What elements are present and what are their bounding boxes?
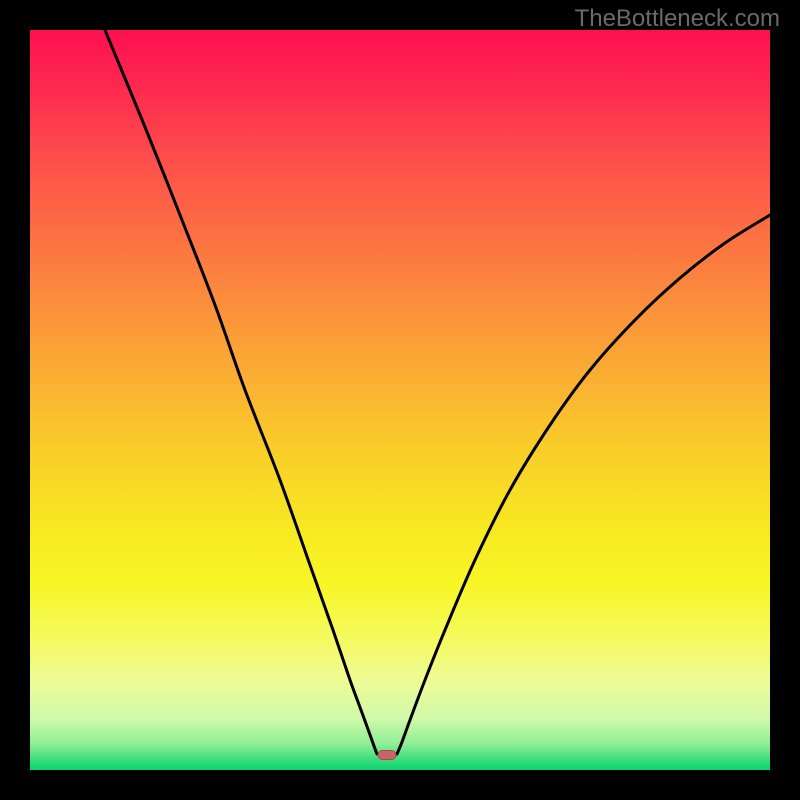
curve-layer [30, 30, 770, 770]
bottleneck-curve [105, 30, 770, 754]
optimal-marker [378, 751, 396, 760]
plot-area [30, 30, 770, 770]
watermark-text: TheBottleneck.com [575, 5, 780, 33]
